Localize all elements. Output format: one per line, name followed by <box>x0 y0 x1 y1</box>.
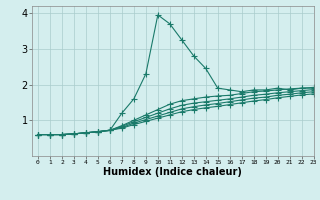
X-axis label: Humidex (Indice chaleur): Humidex (Indice chaleur) <box>103 167 242 177</box>
